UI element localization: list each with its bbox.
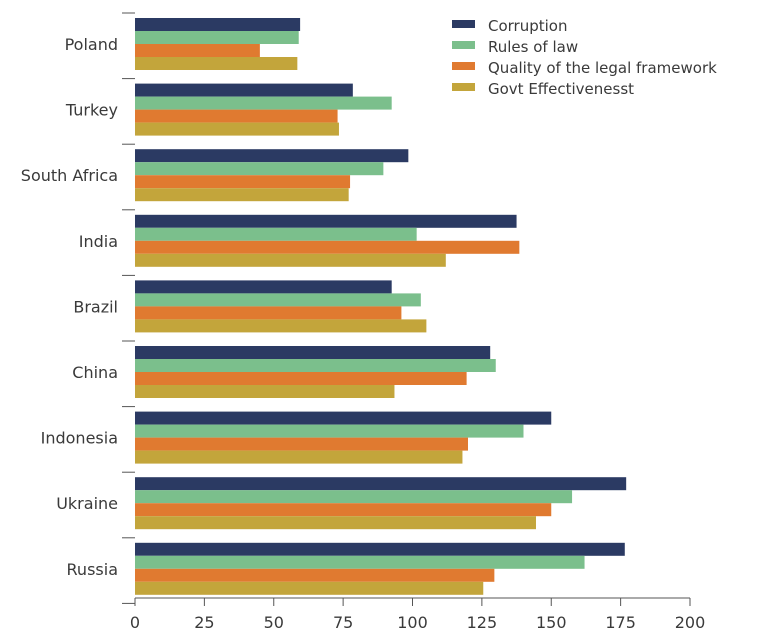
- legend-label: Govt Effectivenesst: [488, 80, 634, 98]
- bar-ukraine-corruption: [135, 477, 627, 491]
- bar-south-africa-corruption: [135, 149, 409, 163]
- bar-brazil-rules-of-law: [135, 293, 421, 307]
- bar-ukraine-quality-of-the-legal-framework: [135, 503, 552, 517]
- bar-india-quality-of-the-legal-framework: [135, 240, 520, 254]
- bar-china-rules-of-law: [135, 359, 496, 372]
- legend-swatch: [452, 41, 475, 49]
- x-tick-label: 75: [333, 613, 353, 632]
- x-tick-label: 175: [605, 613, 636, 632]
- bar-china-govt-effectivenesst: [135, 385, 395, 398]
- x-tick-label: 25: [194, 613, 214, 632]
- bar-indonesia-quality-of-the-legal-framework: [135, 437, 468, 451]
- bar-india-corruption: [135, 214, 517, 228]
- category-label-china: China: [72, 363, 118, 382]
- x-tick-label: 100: [397, 613, 428, 632]
- bar-turkey-quality-of-the-legal-framework: [135, 109, 338, 123]
- bar-south-africa-govt-effectivenesst: [135, 188, 349, 202]
- legend-label: Rules of law: [488, 38, 578, 56]
- bar-china-quality-of-the-legal-framework: [135, 372, 467, 385]
- bar-russia-corruption: [135, 542, 625, 556]
- x-tick-label: 200: [675, 613, 706, 632]
- legend-swatch: [452, 62, 475, 70]
- category-label-russia: Russia: [67, 560, 118, 579]
- x-tick-label: 50: [264, 613, 284, 632]
- legend: Corruption Rules of law Quality of the leg…: [452, 17, 717, 98]
- bar-indonesia-govt-effectivenesst: [135, 450, 463, 464]
- x-tick-label: 150: [536, 613, 567, 632]
- category-label-brazil: Brazil: [73, 297, 118, 316]
- category-label-poland: Poland: [65, 35, 118, 54]
- x-tick-label: 0: [130, 613, 140, 632]
- category-label-indonesia: Indonesia: [41, 429, 118, 448]
- bar-ukraine-rules-of-law: [135, 490, 573, 504]
- bar-poland-quality-of-the-legal-framework: [135, 44, 260, 57]
- bar-russia-govt-effectivenesst: [135, 581, 484, 595]
- legend-label: Corruption: [488, 17, 567, 35]
- x-tick-label: 125: [467, 613, 498, 632]
- bar-indonesia-corruption: [135, 411, 552, 425]
- category-label-india: India: [79, 232, 118, 251]
- bar-turkey-rules-of-law: [135, 96, 392, 110]
- bar-india-govt-effectivenesst: [135, 253, 446, 267]
- category-label-turkey: Turkey: [65, 101, 118, 120]
- bar-turkey-corruption: [135, 83, 353, 97]
- bar-russia-rules-of-law: [135, 555, 585, 569]
- bar-india-rules-of-law: [135, 227, 417, 241]
- bar-indonesia-rules-of-law: [135, 424, 524, 438]
- bar-china-corruption: [135, 346, 491, 359]
- legend-swatch: [452, 83, 475, 91]
- axis-layer: Poland Turkey South Africa India Brazil China…: [21, 12, 706, 632]
- category-label-ukraine: Ukraine: [56, 494, 118, 513]
- bars-layer: [135, 18, 627, 595]
- bar-brazil-govt-effectivenesst: [135, 319, 427, 333]
- bar-poland-govt-effectivenesst: [135, 57, 298, 70]
- bar-russia-quality-of-the-legal-framework: [135, 568, 495, 582]
- bar-poland-rules-of-law: [135, 31, 299, 44]
- bar-brazil-corruption: [135, 280, 392, 294]
- bar-ukraine-govt-effectivenesst: [135, 516, 536, 530]
- category-label-south-africa: South Africa: [21, 166, 118, 185]
- bar-poland-corruption: [135, 18, 301, 31]
- bar-brazil-quality-of-the-legal-framework: [135, 306, 402, 320]
- bar-south-africa-quality-of-the-legal-framework: [135, 175, 351, 189]
- legend-label: Quality of the legal framework: [488, 59, 717, 77]
- bar-turkey-govt-effectivenesst: [135, 122, 339, 136]
- bar-south-africa-rules-of-law: [135, 162, 384, 176]
- legend-swatch: [452, 20, 475, 28]
